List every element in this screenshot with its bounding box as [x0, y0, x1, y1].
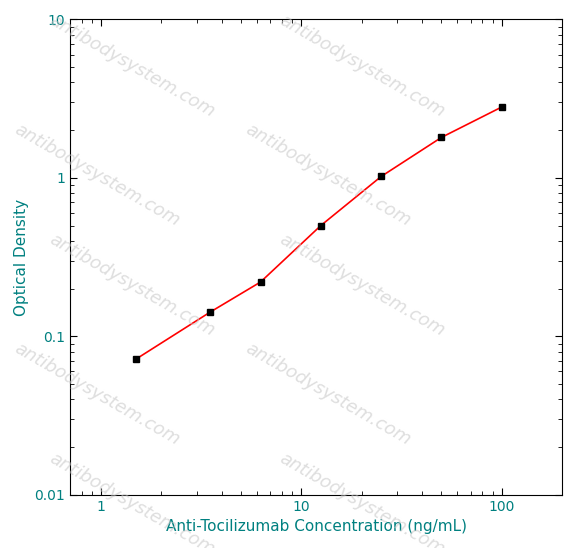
Text: antibodysystem.com: antibodysystem.com — [276, 230, 448, 340]
Text: antibodysystem.com: antibodysystem.com — [46, 230, 218, 340]
Text: antibodysystem.com: antibodysystem.com — [12, 121, 183, 230]
Text: antibodysystem.com: antibodysystem.com — [46, 11, 218, 121]
Text: antibodysystem.com: antibodysystem.com — [242, 121, 414, 230]
X-axis label: Anti-Tocilizumab Concentration (ng/mL): Anti-Tocilizumab Concentration (ng/mL) — [165, 519, 467, 534]
Text: antibodysystem.com: antibodysystem.com — [46, 449, 218, 548]
Text: antibodysystem.com: antibodysystem.com — [242, 340, 414, 449]
Text: antibodysystem.com: antibodysystem.com — [12, 340, 183, 449]
Y-axis label: Optical Density: Optical Density — [14, 198, 29, 316]
Text: antibodysystem.com: antibodysystem.com — [276, 11, 448, 121]
Text: antibodysystem.com: antibodysystem.com — [276, 449, 448, 548]
